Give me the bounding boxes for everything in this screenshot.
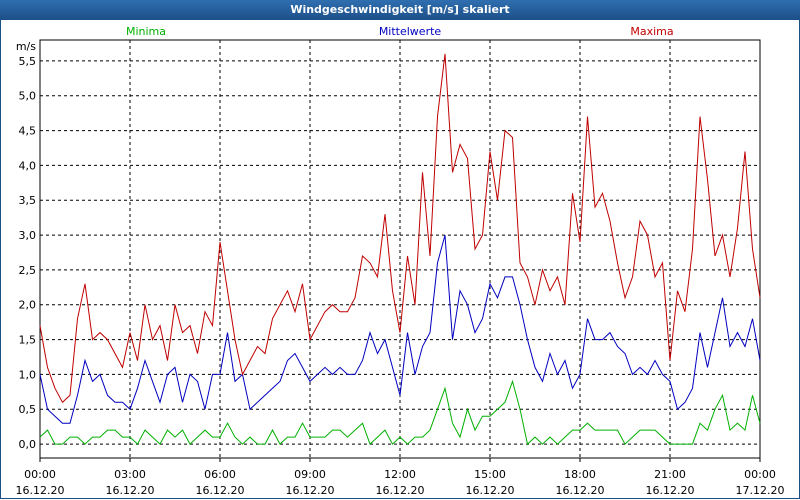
y-tick-label: 2,0 (19, 299, 37, 312)
x-tick-time: 21:00 (654, 468, 686, 481)
y-tick-label: 5,5 (19, 55, 37, 68)
x-tick-time: 06:00 (204, 468, 236, 481)
x-tick-time: 12:00 (384, 468, 416, 481)
y-tick-label: 3,0 (19, 229, 37, 242)
x-tick-date: 16.12.20 (106, 484, 155, 497)
y-tick-label: 3,5 (19, 194, 37, 207)
series-layer (39, 53, 761, 446)
x-tick-time: 09:00 (294, 468, 326, 481)
y-tick-label: 0,0 (19, 438, 37, 451)
y-tick-label: 4,0 (19, 159, 37, 172)
legend: Minima Mittelwerte Maxima (126, 25, 674, 38)
x-tick-date: 16.12.20 (466, 484, 515, 497)
x-tick-date: 16.12.20 (376, 484, 425, 497)
y-tick-label: 0,5 (19, 403, 37, 416)
x-tick-date: 16.12.20 (646, 484, 695, 497)
y-tick-label: 1,5 (19, 334, 37, 347)
legend-item-maxima: Maxima (630, 25, 673, 38)
y-tick-label: 2,5 (19, 264, 37, 277)
chart-title: Windgeschwindigkeit [m/s] skaliert (0, 0, 800, 20)
series-line-minima (39, 379, 761, 446)
x-tick-time: 00:00 (24, 468, 56, 481)
series-line-maxima (39, 53, 761, 404)
y-tick-label: 1,0 (19, 368, 37, 381)
x-tick-time: 03:00 (114, 468, 146, 481)
x-tick-time: 00:00 (744, 468, 776, 481)
y-axis-label: m/s (16, 40, 36, 53)
x-tick-date: 17.12.20 (736, 484, 785, 497)
axes: 0,0 0,5 1,0 1,5 2,0 2,5 3,0 3,5 4,0 4,5 5,0 5,5 m/s 0… (16, 39, 785, 497)
legend-item-mittelwerte: Mittelwerte (379, 25, 442, 38)
x-tick-time: 18:00 (564, 468, 596, 481)
x-tick-date: 16.12.20 (196, 484, 245, 497)
grid (40, 40, 760, 458)
x-tick-time: 15:00 (474, 468, 506, 481)
series-line-mittelwerte (39, 234, 761, 424)
y-tick-label: 5,0 (19, 90, 37, 103)
legend-item-minima: Minima (126, 25, 166, 38)
y-tick-label: 4,5 (19, 125, 37, 138)
x-tick-date: 16.12.20 (286, 484, 335, 497)
x-tick-date: 16.12.20 (556, 484, 605, 497)
x-tick-date: 16.12.20 (16, 484, 65, 497)
